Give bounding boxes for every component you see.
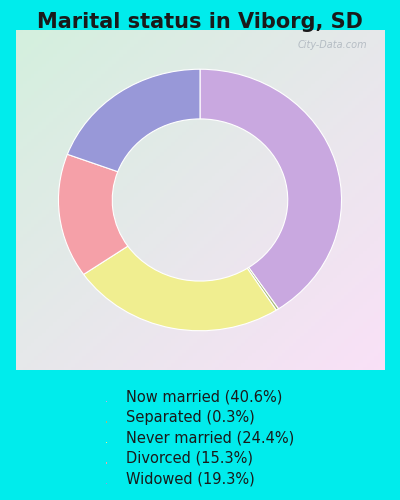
Wedge shape [58,154,128,274]
Wedge shape [247,268,278,310]
Text: Marital status in Viborg, SD: Marital status in Viborg, SD [37,12,363,32]
Text: City-Data.com: City-Data.com [297,40,367,50]
Wedge shape [200,69,342,309]
Legend: Now married (40.6%), Separated (0.3%), Never married (24.4%), Divorced (15.3%), : Now married (40.6%), Separated (0.3%), N… [106,389,294,486]
Wedge shape [67,69,200,172]
Wedge shape [84,246,276,331]
